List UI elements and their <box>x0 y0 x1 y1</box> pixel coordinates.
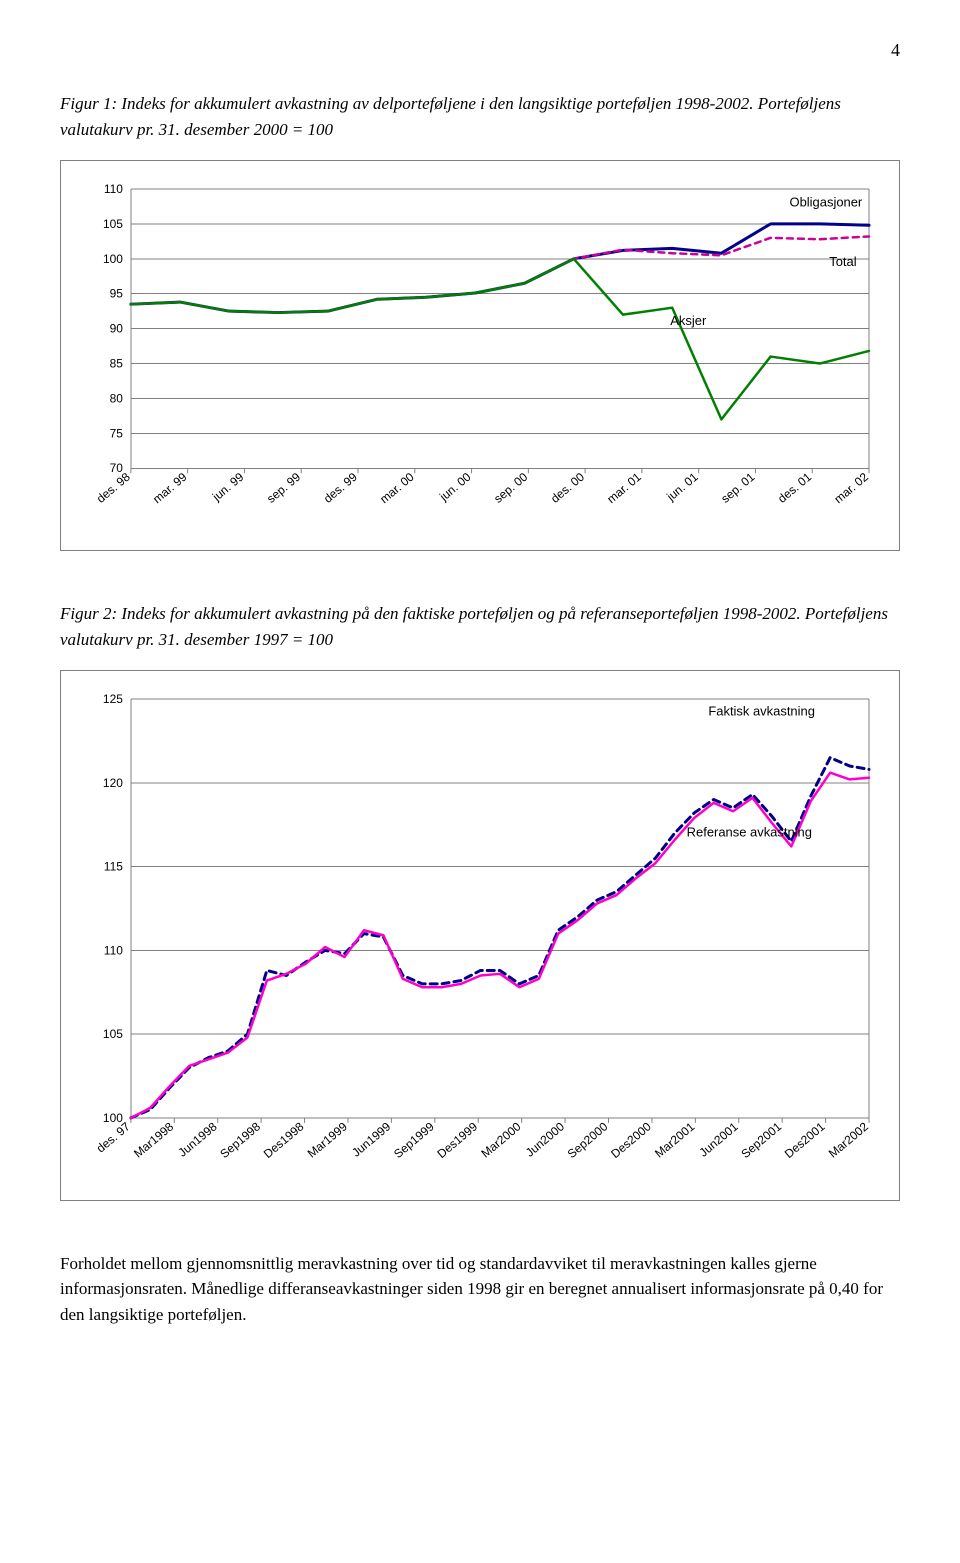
svg-text:jun. 99: jun. 99 <box>209 470 247 505</box>
svg-text:95: 95 <box>110 287 124 301</box>
svg-text:90: 90 <box>110 322 124 336</box>
svg-text:105: 105 <box>103 1027 123 1041</box>
figure1-frame: 707580859095100105110des. 98mar. 99jun. … <box>60 160 900 551</box>
series-label: Faktisk avkastning <box>708 704 815 719</box>
page-number: 4 <box>60 40 900 61</box>
svg-text:Jun1999: Jun1999 <box>349 1119 393 1159</box>
svg-text:mar. 99: mar. 99 <box>150 470 190 507</box>
svg-text:Mar1999: Mar1999 <box>305 1119 350 1160</box>
svg-text:Sep2000: Sep2000 <box>565 1119 611 1161</box>
svg-text:Des1999: Des1999 <box>434 1119 480 1161</box>
svg-text:Mar1998: Mar1998 <box>131 1119 176 1160</box>
svg-text:Jun1998: Jun1998 <box>175 1119 219 1159</box>
svg-text:Jun2001: Jun2001 <box>697 1119 741 1159</box>
svg-text:110: 110 <box>104 943 123 957</box>
svg-text:Des2001: Des2001 <box>782 1119 828 1161</box>
svg-text:Des1998: Des1998 <box>261 1119 307 1161</box>
figure2-frame: 100105110115120125des. 97Mar1998Jun1998S… <box>60 670 900 1201</box>
svg-text:Jun2000: Jun2000 <box>523 1119 567 1159</box>
figure1-caption: Figur 1: Indeks for akkumulert avkastnin… <box>60 91 900 142</box>
svg-text:jun. 00: jun. 00 <box>436 470 474 505</box>
svg-text:115: 115 <box>104 860 123 874</box>
svg-text:85: 85 <box>110 357 124 371</box>
series-label: Obligasjoner <box>790 194 863 209</box>
svg-text:sep. 00: sep. 00 <box>491 470 530 506</box>
figure2-chart: 100105110115120125des. 97Mar1998Jun1998S… <box>81 689 879 1188</box>
svg-text:mar. 01: mar. 01 <box>604 470 644 507</box>
svg-text:100: 100 <box>103 252 123 266</box>
svg-text:Sep1999: Sep1999 <box>391 1119 437 1161</box>
svg-text:120: 120 <box>103 776 123 790</box>
svg-text:Des2000: Des2000 <box>608 1119 654 1161</box>
svg-text:125: 125 <box>103 692 123 706</box>
figure2-caption: Figur 2: Indeks for akkumulert avkastnin… <box>60 601 900 652</box>
page: 4 Figur 1: Indeks for akkumulert avkastn… <box>0 0 960 1387</box>
figure1-chart: 707580859095100105110des. 98mar. 99jun. … <box>81 179 879 538</box>
series-label: Referanse avkastning <box>687 824 812 839</box>
series-label: Total <box>829 254 856 269</box>
svg-text:sep. 01: sep. 01 <box>718 470 757 506</box>
svg-text:sep. 99: sep. 99 <box>264 470 303 506</box>
svg-text:Mar2002: Mar2002 <box>826 1119 871 1160</box>
svg-text:mar. 02: mar. 02 <box>831 470 871 507</box>
svg-text:des. 99: des. 99 <box>321 470 360 506</box>
svg-text:110: 110 <box>104 182 123 196</box>
svg-text:80: 80 <box>110 391 124 405</box>
svg-text:Sep1998: Sep1998 <box>217 1119 263 1161</box>
svg-text:mar. 00: mar. 00 <box>377 470 417 507</box>
svg-text:des. 00: des. 00 <box>548 470 587 506</box>
svg-text:Sep2001: Sep2001 <box>738 1119 784 1161</box>
svg-text:des. 01: des. 01 <box>775 470 814 506</box>
svg-text:Mar2000: Mar2000 <box>478 1119 523 1160</box>
svg-text:Mar2001: Mar2001 <box>652 1119 697 1160</box>
svg-text:105: 105 <box>103 217 123 231</box>
svg-text:jun. 01: jun. 01 <box>663 470 701 505</box>
svg-text:75: 75 <box>110 426 124 440</box>
body-paragraph: Forholdet mellom gjennomsnittlig meravka… <box>60 1251 900 1328</box>
series-label: Aksjer <box>670 313 707 328</box>
